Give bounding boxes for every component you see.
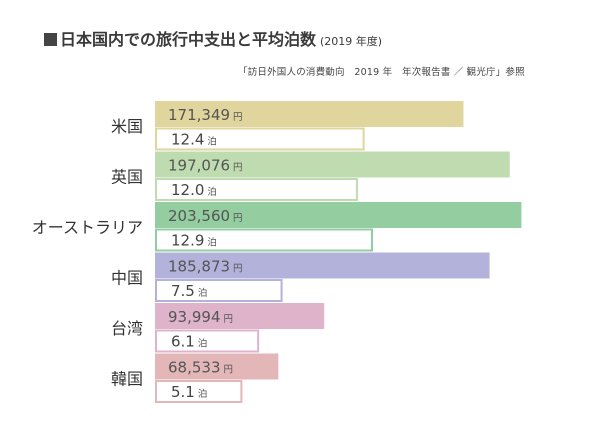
- spend-unit: 円: [233, 264, 243, 275]
- nights-bar: [155, 329, 260, 353]
- chart-title: 日本国内での旅行中支出と平均泊数 (2019 年度): [44, 26, 382, 50]
- category-label: 英国: [111, 168, 143, 187]
- nights-bar: [155, 380, 243, 403]
- nights-unit: 泊: [198, 339, 208, 350]
- chart-title-year: (2019 年度): [320, 35, 383, 48]
- spend-bar: [155, 202, 522, 228]
- spend-unit: 円: [224, 365, 234, 376]
- chart-title-text: 日本国内での旅行中支出と平均泊数: [60, 30, 317, 49]
- nights-unit: 泊: [207, 238, 217, 249]
- source-note: 「訪日外国人の消費動向 2019 年 年次報告書 ／ 観光庁」参照: [238, 67, 525, 78]
- nights-bar: [155, 178, 358, 201]
- spend-bar: [155, 252, 490, 279]
- spend-value-label: 93,994 円: [168, 308, 233, 326]
- nights-unit: 泊: [198, 389, 208, 400]
- category-label: オーストラリア: [32, 218, 143, 237]
- spend-bar: [155, 353, 279, 380]
- category-label: 韓国: [111, 370, 143, 389]
- spend-value-label: 68,533 円: [168, 359, 233, 377]
- category-label: 台湾: [111, 319, 143, 338]
- nights-unit: 泊: [198, 288, 208, 299]
- spend-value-label: 171,349 円: [168, 106, 243, 124]
- spend-unit: 円: [233, 213, 243, 224]
- spend-bar: [155, 101, 464, 127]
- spend-unit: 円: [233, 112, 243, 123]
- spend-unit: 円: [224, 314, 234, 325]
- nights-bar: [155, 228, 373, 252]
- category-label: 中国: [111, 269, 143, 288]
- spend-bar: [155, 303, 325, 329]
- spend-value-label: 185,873 円: [168, 258, 243, 276]
- title-square-icon: [44, 33, 57, 46]
- nights-unit: 泊: [207, 187, 217, 198]
- nights-unit: 泊: [207, 137, 217, 148]
- spend-value-label: 203,560 円: [168, 207, 243, 225]
- nights-bar: [155, 127, 365, 151]
- category-label: 米国: [111, 117, 143, 136]
- spend-value-label: 197,076 円: [168, 157, 243, 175]
- nights-bar: [155, 279, 283, 302]
- spend-unit: 円: [233, 163, 243, 174]
- spend-bar: [155, 151, 510, 178]
